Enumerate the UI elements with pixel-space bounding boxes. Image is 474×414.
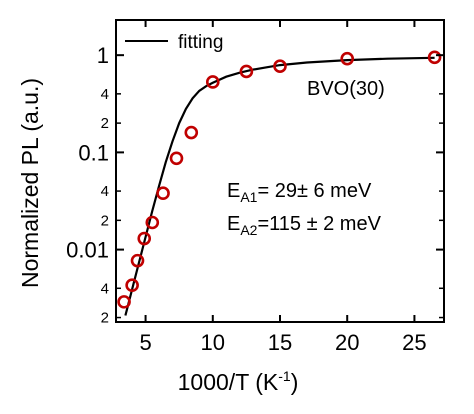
y-tick-label: 1 bbox=[97, 43, 109, 68]
data-layer bbox=[117, 50, 442, 316]
y-axis-label: Normalized PL (a.u.) bbox=[17, 78, 43, 288]
ea2-value: =115 ± 2 meV bbox=[257, 213, 381, 235]
data-point bbox=[145, 215, 160, 230]
data-point bbox=[156, 186, 170, 201]
x-axis-label: 1000/T (K-1) bbox=[178, 368, 299, 395]
data-point bbox=[184, 125, 199, 140]
annotation-activation-energy-2: EA2=115 ± 2 meV bbox=[227, 213, 382, 238]
data-point bbox=[239, 64, 254, 79]
x-axis-label-superscript: -1 bbox=[278, 368, 291, 384]
ea1-subscript: A1 bbox=[240, 189, 257, 205]
x-tick-label: 20 bbox=[335, 330, 359, 355]
y-tick-minor-label: 4 bbox=[101, 280, 109, 297]
y-tick-label: 0.01 bbox=[66, 238, 109, 263]
y-tick-minor-label: 4 bbox=[101, 86, 109, 103]
x-axis-label-close: ) bbox=[291, 369, 299, 395]
y-tick-minor-label: 2 bbox=[101, 310, 109, 327]
ea2-subscript: A2 bbox=[240, 222, 257, 238]
x-tick-label: 10 bbox=[201, 330, 225, 355]
x-axis-label-main: 1000/T (K bbox=[178, 369, 279, 395]
y-tick-minor-label: 4 bbox=[101, 183, 109, 200]
annotation-sample-label: BVO(30) bbox=[307, 78, 385, 100]
fitting-curve bbox=[124, 56, 435, 316]
data-point bbox=[117, 295, 131, 309]
ea2-prefix: E bbox=[227, 213, 240, 235]
data-point bbox=[273, 59, 287, 74]
x-tick-label: 25 bbox=[402, 330, 426, 355]
ea1-prefix: E bbox=[227, 180, 240, 202]
data-point bbox=[125, 278, 139, 293]
data-point bbox=[340, 51, 355, 66]
data-point bbox=[169, 151, 184, 166]
annotation-activation-energy-1: EA1= 29± 6 meV bbox=[227, 180, 372, 205]
data-point bbox=[427, 50, 442, 65]
legend: fitting bbox=[125, 32, 223, 53]
data-point bbox=[137, 231, 152, 246]
data-point bbox=[205, 75, 220, 89]
data-point bbox=[130, 253, 145, 268]
legend-label-fitting: fitting bbox=[178, 32, 223, 53]
ea1-value: = 29± 6 meV bbox=[257, 180, 371, 202]
x-tick-label: 15 bbox=[268, 330, 292, 355]
y-tick-minor-label: 2 bbox=[101, 212, 109, 229]
y-tick-label: 0.1 bbox=[78, 140, 109, 165]
y-tick-minor-label: 2 bbox=[101, 115, 109, 132]
x-tick-label: 5 bbox=[139, 330, 151, 355]
ticks-layer: 5 10 15 20 25 0.01 0.1 1 2 4 2 4 2 4 bbox=[66, 20, 444, 355]
